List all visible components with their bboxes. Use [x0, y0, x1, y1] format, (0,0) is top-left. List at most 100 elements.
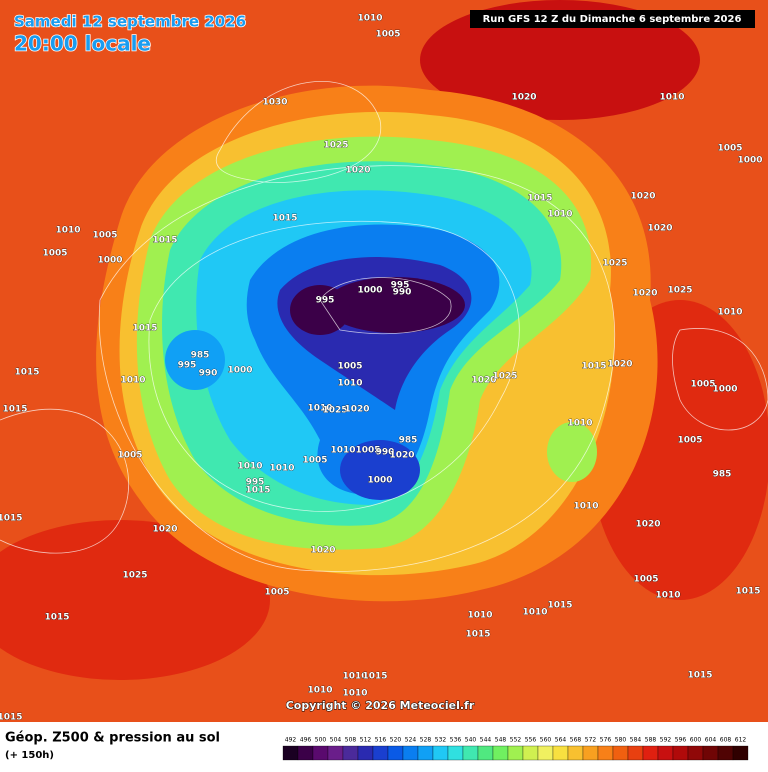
- color-scale: 492 496 500 504 508 512 516 520 524 528 532 536 540 5…: [282, 737, 749, 761]
- footer-background: [0, 722, 768, 768]
- pressure-label: 1015: [245, 486, 270, 496]
- pressure-label: 1020: [630, 192, 655, 202]
- scale-label: 528: [420, 737, 432, 744]
- pressure-label: 1015: [735, 587, 760, 597]
- scale-swatch: [612, 745, 629, 761]
- pressure-label: 1005: [375, 30, 400, 40]
- scale-swatch: [702, 745, 719, 761]
- scale-swatch: [627, 745, 644, 761]
- pressure-label: 1020: [635, 520, 660, 530]
- pressure-label: 1010: [342, 672, 367, 682]
- pressure-label: 1015: [14, 368, 39, 378]
- pressure-label: 1020: [511, 93, 536, 103]
- pressure-label: 1020: [344, 405, 369, 415]
- pressure-label: 1015: [44, 613, 69, 623]
- scale-label: 604: [705, 737, 717, 744]
- date-label: Samedi 12 septembre 2026: [14, 13, 246, 31]
- scale-label: 560: [540, 737, 552, 744]
- scale-swatch: [552, 745, 569, 761]
- copyright: Copyright © 2026 Meteociel.fr: [286, 699, 475, 712]
- scale-swatch: [387, 745, 404, 761]
- scale-label: 504: [330, 737, 342, 744]
- scale-label: 572: [585, 737, 597, 744]
- pressure-label: 1015: [465, 630, 490, 640]
- pressure-label: 1010: [342, 689, 367, 699]
- pressure-label: 1025: [323, 141, 348, 151]
- pressure-label: 1010: [307, 404, 332, 414]
- pressure-label: 1010: [55, 226, 80, 236]
- scale-swatch: [672, 745, 689, 761]
- pressure-label: 1005: [117, 451, 142, 461]
- pressure-label: 1010: [567, 419, 592, 429]
- pressure-label: 1015: [152, 236, 177, 246]
- scale-label: 544: [480, 737, 492, 744]
- scale-label: 580: [615, 737, 627, 744]
- scale-label: 552: [510, 737, 522, 744]
- pressure-label: 995: [391, 281, 410, 291]
- pressure-label: 1015: [272, 214, 297, 224]
- isobars: [0, 81, 768, 572]
- pressure-label: 990: [376, 448, 395, 458]
- pressure-label: 1025: [492, 372, 517, 382]
- scale-label: 608: [720, 737, 732, 744]
- pressure-label: 1020: [310, 546, 335, 556]
- pressure-label: 1015: [527, 194, 552, 204]
- pressure-label: 1015: [687, 671, 712, 681]
- scale-label: 612: [735, 737, 747, 744]
- pressure-label: 1010: [467, 611, 492, 621]
- pressure-label: 995: [178, 361, 197, 371]
- scale-label: 592: [660, 737, 672, 744]
- scale-swatch: [537, 745, 554, 761]
- pressure-label: 1020: [389, 451, 414, 461]
- pressure-label: 1010: [307, 686, 332, 696]
- pressure-label: 995: [246, 478, 265, 488]
- pressure-label: 985: [713, 470, 732, 480]
- scale-label: 532: [435, 737, 447, 744]
- pressure-label: 1000: [712, 385, 737, 395]
- scale-swatch: [732, 745, 749, 761]
- scale-label: 516: [375, 737, 387, 744]
- pressure-label: 1015: [0, 713, 23, 723]
- pressure-label: 1000: [97, 256, 122, 266]
- pressure-label: 990: [199, 369, 218, 379]
- scale-swatch: [372, 745, 389, 761]
- scale-label: 540: [465, 737, 477, 744]
- scale-swatch: [297, 745, 314, 761]
- scale-label: 496: [300, 737, 312, 744]
- scale-swatch: [567, 745, 584, 761]
- pressure-label: 1020: [152, 525, 177, 535]
- scale-label: 524: [405, 737, 417, 744]
- scale-swatch: [492, 745, 509, 761]
- scale-swatch: [312, 745, 329, 761]
- legend-subtitle: (+ 150h): [5, 750, 54, 761]
- scale-swatch: [657, 745, 674, 761]
- pressure-label: 990: [393, 288, 412, 298]
- pressure-label: 1020: [345, 166, 370, 176]
- pressure-label: 1005: [42, 249, 67, 259]
- pressure-label: 1005: [355, 446, 380, 456]
- pressure-label: 1010: [547, 210, 572, 220]
- scale-label: 600: [690, 737, 702, 744]
- scale-swatch: [462, 745, 479, 761]
- pressure-label: 1010: [659, 93, 684, 103]
- pressure-label: 1010: [655, 591, 680, 601]
- pressure-label: 1025: [122, 571, 147, 581]
- scale-label: 596: [675, 737, 687, 744]
- pressure-label: 1015: [362, 672, 387, 682]
- pressure-label: 1005: [302, 456, 327, 466]
- pressure-label: 1010: [522, 608, 547, 618]
- scale-swatch: [342, 745, 359, 761]
- pressure-label: 1005: [717, 144, 742, 154]
- pressure-label: 1010: [573, 502, 598, 512]
- geopotential-field: [0, 0, 768, 680]
- pressure-label: 985: [399, 436, 418, 446]
- pressure-label: 1010: [120, 376, 145, 386]
- scale-label: 576: [600, 737, 612, 744]
- scale-swatch: [327, 745, 344, 761]
- pressure-label: 1010: [717, 308, 742, 318]
- pressure-label: 1025: [322, 406, 347, 416]
- time-label: 20:00 locale: [14, 32, 151, 56]
- pressure-label: 1020: [471, 376, 496, 386]
